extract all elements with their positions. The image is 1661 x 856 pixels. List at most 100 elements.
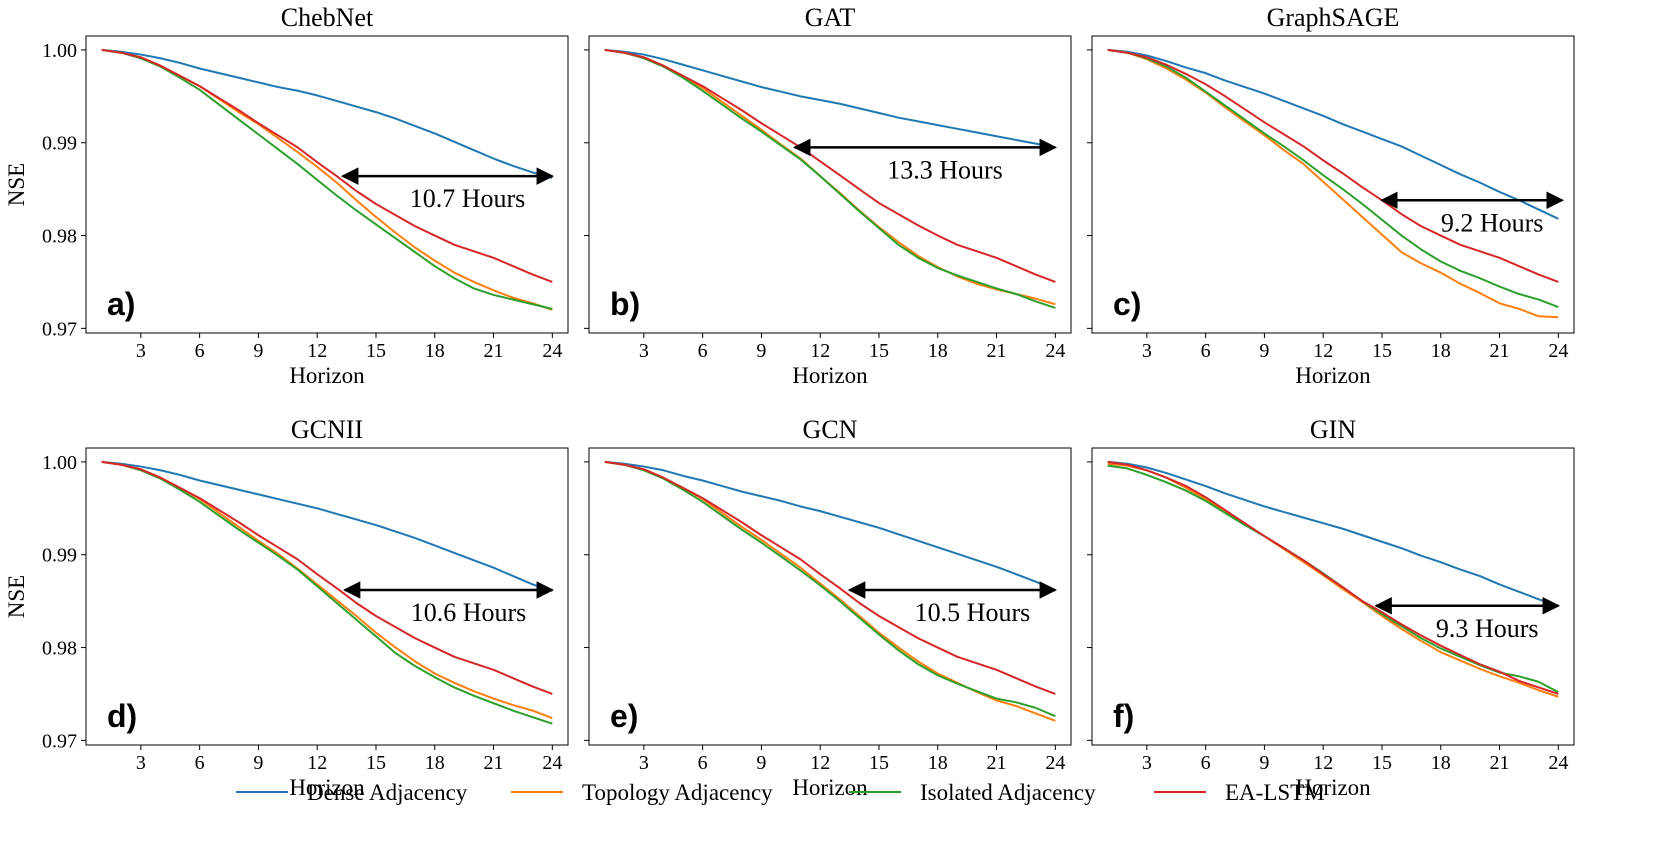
y-tick-label: 0.97 [42,730,77,752]
chart-title: GCN [803,415,858,444]
x-tick-label: 21 [1490,752,1510,774]
x-axis-label: Horizon [1295,775,1371,800]
series-group [1107,460,1559,698]
x-tick-label: 12 [1313,340,1333,362]
x-axis-label: Horizon [792,775,868,800]
y-tick-label: 0.98 [42,638,77,660]
panel-gcnii: GCNII 3 6 9 12 15 18 21 24 0.97 0.98 0.99 1.00 Horizo… [4,415,569,800]
x-tick-label: 15 [869,752,889,774]
series-line-topology [1107,462,1559,698]
series-line-topology [101,48,553,311]
x-tick-label: 6 [698,752,708,774]
series-group [101,48,553,311]
axes-frame [85,35,569,334]
legend-label: Dense Adjacency [307,780,468,805]
series-group [604,460,1056,722]
y-tick-label: 0.98 [42,226,77,248]
legend: Dense Adjacency Topology Adjacency Isolate… [236,780,1325,805]
legend-label: EA-LSTM [1225,780,1325,805]
x-tick-label: 24 [1548,340,1568,362]
axes-frame [85,447,569,746]
x-tick-label: 9 [756,340,766,362]
series-line-ealstm [604,48,1056,283]
panel-label: c) [1113,286,1141,322]
x-tick-label: 12 [810,752,830,774]
x-tick-label: 9 [1259,752,1269,774]
x-tick-label: 6 [195,340,205,362]
panel-label: d) [107,698,137,734]
panel-label: e) [610,698,638,734]
series-line-topology [604,460,1056,722]
x-tick-label: 21 [987,752,1007,774]
chart-title: GIN [1310,415,1356,444]
x-tick-label: 6 [698,340,708,362]
annotation-text: 10.7 Hours [410,184,526,213]
annotation-text: 10.5 Hours [915,598,1031,627]
panel-label: b) [610,286,640,322]
x-axis-label: Horizon [289,363,365,388]
panel-gcn: GCN 3 6 9 12 15 18 21 24 Horizon 10.5 Hours e) [584,415,1072,800]
x-tick-label: 18 [928,340,948,362]
y-tick-label: 0.99 [42,133,77,155]
series-line-ealstm [101,48,553,283]
y-tick-label: 0.99 [42,545,77,567]
x-tick-label: 12 [810,340,830,362]
x-tick-label: 15 [1372,340,1392,362]
annotation-text: 9.3 Hours [1436,614,1539,643]
y-tick-label: 0.97 [42,318,77,340]
x-axis-label: Horizon [792,363,868,388]
x-tick-label: 15 [366,340,386,362]
series-line-isolated [101,460,553,725]
series-line-ealstm [101,460,553,695]
x-tick-label: 15 [366,752,386,774]
x-tick-label: 6 [1201,340,1211,362]
axes-frame [1091,447,1575,746]
panel-label: a) [107,286,135,322]
x-tick-label: 9 [1259,340,1269,362]
x-tick-label: 21 [1490,340,1510,362]
x-tick-label: 12 [1313,752,1333,774]
x-tick-label: 3 [136,752,146,774]
panel-gat: GAT 3 6 9 12 15 18 21 24 Horizon 13.3 Hours b) [584,3,1072,388]
series-line-ealstm [1107,460,1559,695]
x-tick-label: 3 [1142,340,1152,362]
y-tick-label: 1.00 [42,452,77,474]
panel-label: f) [1113,698,1134,734]
x-tick-label: 3 [639,752,649,774]
chart-title: GCNII [291,415,363,444]
chart-title: GraphSAGE [1267,3,1400,32]
axes-frame [588,35,1072,334]
axes-frame [1091,35,1575,334]
annotation-text: 13.3 Hours [887,155,1003,184]
legend-item-ealstm: EA-LSTM [1154,780,1325,805]
chart-title: GAT [805,3,856,32]
x-tick-label: 24 [1045,752,1065,774]
x-tick-label: 18 [928,752,948,774]
annotation-text: 10.6 Hours [411,598,527,627]
x-tick-label: 6 [195,752,205,774]
x-tick-label: 24 [1548,752,1568,774]
x-tick-label: 9 [253,340,263,362]
x-tick-label: 12 [307,752,327,774]
series-line-dense [101,460,553,592]
series-line-isolated [604,460,1056,718]
x-tick-label: 21 [987,340,1007,362]
annotation-text: 9.2 Hours [1441,208,1544,237]
x-tick-label: 24 [542,752,562,774]
y-tick-label: 1.00 [42,40,77,62]
panel-chebnet: ChebNet 3 6 9 12 15 18 21 24 0.97 0.98 0.99 1.00 Hori… [4,3,569,388]
panel-graphsage: GraphSAGE 3 6 9 12 15 18 21 24 Horizon 9.2 Hours c) [1087,3,1575,388]
x-tick-label: 6 [1201,752,1211,774]
series-line-dense [604,460,1056,591]
series-line-ealstm [1107,48,1559,283]
x-tick-label: 12 [307,340,327,362]
x-axis-label: Horizon [289,775,365,800]
x-tick-label: 15 [1372,752,1392,774]
series-line-ealstm [604,460,1056,695]
chart-title: ChebNet [281,3,374,32]
series-group [1107,48,1559,319]
x-tick-label: 9 [253,752,263,774]
y-axis-label: NSE [4,163,29,206]
x-tick-label: 18 [1431,340,1451,362]
